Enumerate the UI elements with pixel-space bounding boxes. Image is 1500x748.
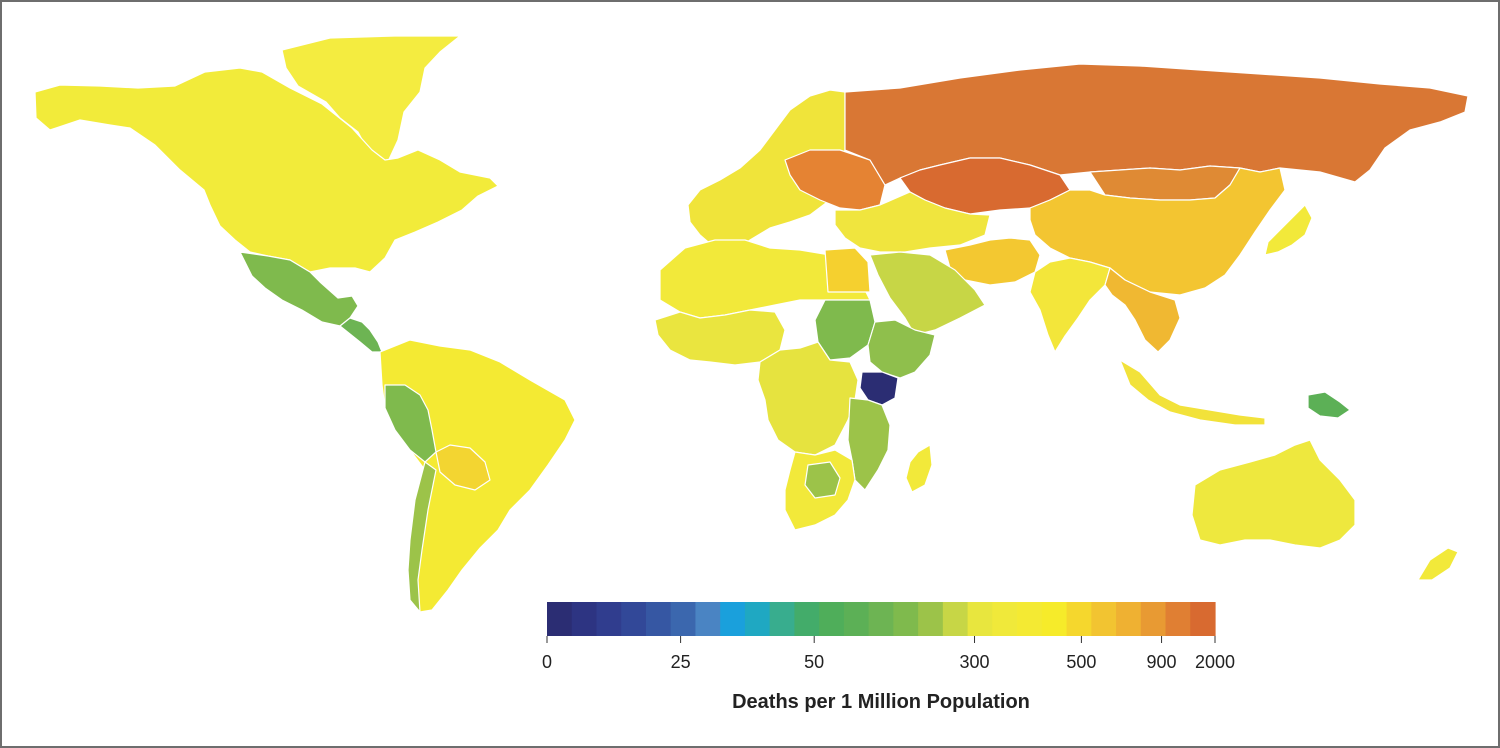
legend-swatch xyxy=(868,602,894,636)
legend-swatch xyxy=(843,602,870,636)
country-sudan[interactable] xyxy=(814,299,876,361)
country-botswana[interactable] xyxy=(804,461,841,499)
legend-swatch xyxy=(1091,602,1117,636)
country-central-america[interactable] xyxy=(339,317,383,353)
legend-swatch xyxy=(1165,602,1191,636)
legend-swatch xyxy=(720,602,746,636)
country-greenland[interactable] xyxy=(281,35,461,169)
country-madagascar[interactable] xyxy=(905,444,933,493)
country-middle-east[interactable] xyxy=(834,191,991,253)
country-tanzania[interactable] xyxy=(847,397,891,491)
legend-swatch xyxy=(967,602,993,636)
legend-swatch xyxy=(670,602,697,636)
legend-swatch xyxy=(695,602,721,636)
country-north-america[interactable] xyxy=(34,67,499,273)
legend-swatch xyxy=(769,602,796,636)
legend-swatch xyxy=(744,602,771,636)
country-indonesia[interactable] xyxy=(1119,359,1266,426)
country-west-africa[interactable] xyxy=(654,309,786,366)
countries-layer xyxy=(34,35,1469,613)
legend-tick-label: 2000 xyxy=(1195,652,1235,672)
country-ethiopia[interactable] xyxy=(867,319,936,379)
country-papua[interactable] xyxy=(1307,391,1351,419)
country-southeast-asia[interactable] xyxy=(1104,267,1181,353)
legend-tick-label: 300 xyxy=(959,652,989,672)
legend-swatch xyxy=(893,602,919,636)
country-new-zealand[interactable] xyxy=(1417,547,1459,581)
legend-tick-label: 25 xyxy=(671,652,691,672)
legend-swatch xyxy=(1190,602,1216,636)
legend-swatch xyxy=(596,602,622,636)
country-chile[interactable] xyxy=(407,461,437,613)
country-egypt[interactable] xyxy=(824,247,871,293)
legend-color-bar xyxy=(547,602,1216,636)
country-japan[interactable] xyxy=(1264,204,1313,256)
legend-swatch xyxy=(819,602,845,636)
legend-swatch xyxy=(1066,602,1092,636)
legend-swatch xyxy=(645,602,672,636)
legend-swatch xyxy=(992,602,1018,636)
country-mexico[interactable] xyxy=(239,251,359,327)
legend-swatch xyxy=(1140,602,1167,636)
country-australia[interactable] xyxy=(1191,439,1356,549)
legend-swatch xyxy=(547,602,573,636)
country-bolivia[interactable] xyxy=(435,444,491,491)
legend-swatch xyxy=(1017,602,1043,636)
legend-swatch xyxy=(1041,602,1068,636)
legend-tick-label: 50 xyxy=(804,652,824,672)
legend-tick-label: 900 xyxy=(1147,652,1177,672)
color-legend: 0 25 50 300 500 900 2000 Deaths per 1 Million … xyxy=(542,602,1235,713)
legend-swatch xyxy=(571,602,598,636)
legend-swatch xyxy=(918,602,944,636)
legend-swatch xyxy=(942,602,969,636)
country-arabia[interactable] xyxy=(869,251,986,336)
legend-title: Deaths per 1 Million Population xyxy=(732,691,1030,713)
country-india[interactable] xyxy=(1029,257,1111,353)
country-mongolia[interactable] xyxy=(1089,165,1241,201)
country-central-africa[interactable] xyxy=(757,341,859,456)
legend-tick-label: 500 xyxy=(1066,652,1096,672)
legend-swatch xyxy=(794,602,820,636)
legend-tick-label: 0 xyxy=(542,652,552,672)
legend-swatch xyxy=(1116,602,1142,636)
legend-swatch xyxy=(621,602,647,636)
country-kenya[interactable] xyxy=(859,371,899,406)
legend-tick-labels: 0 25 50 300 500 900 2000 xyxy=(542,636,1235,672)
